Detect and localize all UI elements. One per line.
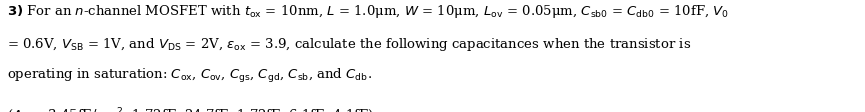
Text: operating in saturation: $C_{\mathrm{ox}}$, $C_{\mathrm{ov}}$, $C_{\mathrm{gs}}$: operating in saturation: $C_{\mathrm{ox}… bbox=[7, 67, 372, 85]
Text: ($\mathit{Ans}.$ 3.45fF/μm$^2$; 1.72fF; 24.7fF; 1.72fF; 6.1fF; 4.1fF): ($\mathit{Ans}.$ 3.45fF/μm$^2$; 1.72fF; … bbox=[7, 106, 374, 112]
Text: $\bf{3)}$ For an $n$-channel MOSFET with $t_{\mathrm{ox}}$ = 10nm, $L$ = 1.0μm, : $\bf{3)}$ For an $n$-channel MOSFET with… bbox=[7, 3, 729, 20]
Text: = 0.6V, $V_{\mathrm{SB}}$ = 1V, and $V_{\mathrm{DS}}$ = 2V, $\epsilon_{\mathrm{o: = 0.6V, $V_{\mathrm{SB}}$ = 1V, and $V_{… bbox=[7, 36, 691, 53]
